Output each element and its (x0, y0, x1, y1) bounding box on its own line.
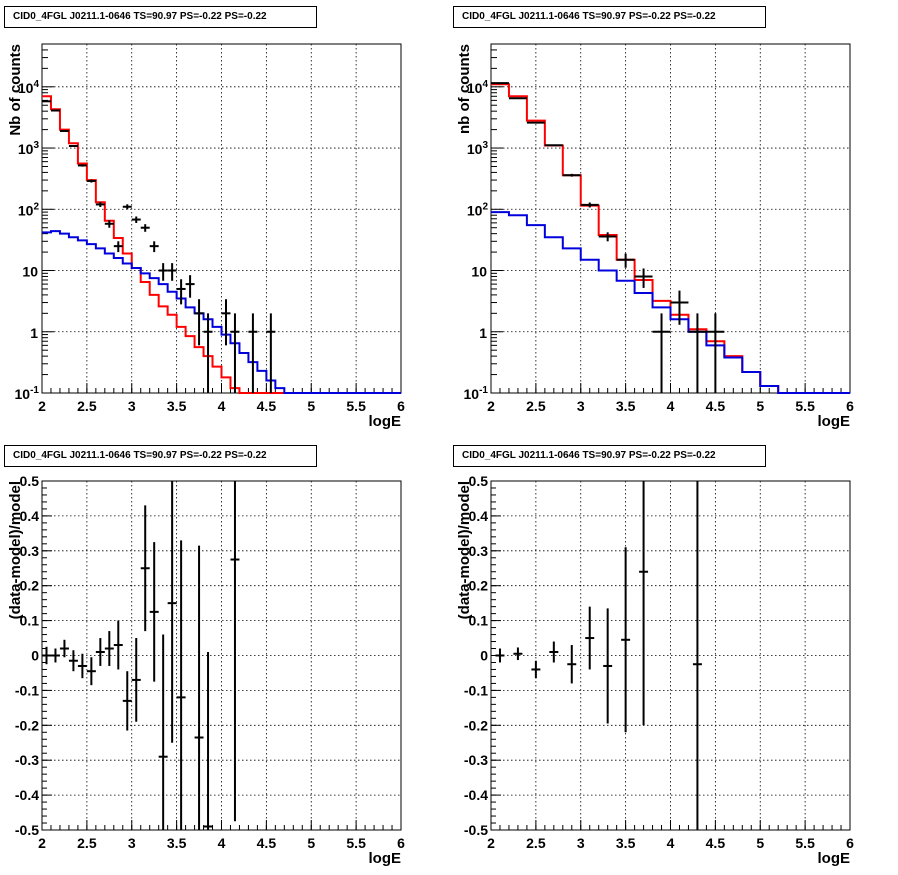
panel1-y-axis-label: Nb of counts (7, 44, 24, 136)
panel2-title: CID0_4FGL J0211.1-0646 TS=90.97 PS=-0.22… (453, 6, 766, 28)
panel3-y-tick-label: 0.2 (20, 578, 40, 594)
panel2-y-tick-label: 103 (467, 140, 489, 157)
panel4-y-tick-label: 0 (480, 648, 488, 664)
panel1-y-tick-label: 104 (18, 79, 40, 96)
panel1-title: CID0_4FGL J0211.1-0646 TS=90.97 PS=-0.22… (4, 6, 317, 28)
panel1-x-tick-label: 4.5 (257, 398, 277, 414)
panel3-x-axis-label: logE (369, 850, 402, 867)
panel1-y-tick-label: 102 (18, 201, 40, 218)
panel1-x-tick-label: 3.5 (167, 398, 187, 414)
panel1-x-tick-label: 5 (307, 398, 315, 414)
panel2-x-tick-label: 4.5 (706, 398, 726, 414)
panel4-title: CID0_4FGL J0211.1-0646 TS=90.97 PS=-0.22… (453, 445, 766, 467)
panel1-x-tick-label: 2 (38, 398, 46, 414)
panel4-x-tick-label: 5.5 (795, 835, 815, 851)
panel4-plot-frame (490, 480, 851, 831)
panel4-y-tick-label: -0.5 (464, 822, 488, 838)
panel4-y-tick-label: 0.5 (469, 473, 489, 489)
panel3-x-tick-label: 5 (307, 835, 315, 851)
panel3-y-axis-label: (data-model)/model (7, 481, 24, 619)
panel1-x-tick-label: 4 (218, 398, 226, 414)
panel3-y-tick-label: 0.4 (20, 508, 40, 524)
panel4-y-tick-label: 0.3 (469, 543, 489, 559)
panel2-plot-frame (490, 43, 851, 394)
panel2-y-tick-label: 1 (479, 325, 487, 341)
panel1-y-tick-label: 1 (30, 325, 38, 341)
panel2-y-tick-label: 10 (471, 264, 487, 280)
panel3-title: CID0_4FGL J0211.1-0646 TS=90.97 PS=-0.22… (4, 445, 317, 467)
panel1-y-tick-label: 103 (18, 140, 40, 157)
panel1-x-tick-label: 5.5 (346, 398, 366, 414)
panel1-x-tick-label: 6 (397, 398, 405, 414)
panel2-y-axis-label: nb of counts (456, 44, 473, 134)
panel3-x-tick-label: 4.5 (257, 835, 277, 851)
panel4-x-tick-label: 4 (667, 835, 675, 851)
panel2-x-tick-label: 3.5 (616, 398, 636, 414)
panel3-x-tick-label: 5.5 (346, 835, 366, 851)
panel4-y-tick-label: -0.3 (464, 752, 488, 768)
panel1-series-2-line (42, 230, 401, 394)
panel4-y-tick-label: 0.2 (469, 578, 489, 594)
panel3-y-tick-label: -0.1 (15, 682, 39, 698)
panel4-x-tick-label: 3.5 (616, 835, 636, 851)
panel4-y-tick-label: 0.1 (469, 613, 489, 629)
panel1-x-tick-label: 3 (128, 398, 136, 414)
panel2-x-tick-label: 5 (756, 398, 764, 414)
panel4-x-axis-label: logE (818, 850, 851, 867)
panel2-x-tick-label: 2.5 (526, 398, 546, 414)
panel3-y-tick-label: 0 (31, 648, 39, 664)
panel1-plot-frame (41, 43, 402, 394)
panel3-x-tick-label: 2 (38, 835, 46, 851)
panel3-y-tick-label: 0.3 (20, 543, 40, 559)
panel2-x-tick-label: 5.5 (795, 398, 815, 414)
panel2-y-tick-label: 102 (467, 201, 489, 218)
panel2-x-tick-label: 3 (577, 398, 585, 414)
panel2-series-1-line (491, 83, 850, 394)
panel2-x-tick-label: 2 (487, 398, 495, 414)
panel3-y-tick-label: -0.3 (15, 752, 39, 768)
panel3-y-tick-label: 0.1 (20, 613, 40, 629)
panel3-x-tick-label: 6 (397, 835, 405, 851)
panel4-y-tick-label: -0.2 (464, 717, 488, 733)
panel3-y-tick-label: 0.5 (20, 473, 40, 489)
panel3-x-tick-label: 2.5 (77, 835, 97, 851)
panel4-y-axis-label: (data-model)/model (456, 481, 473, 619)
panel4-x-tick-label: 6 (846, 835, 854, 851)
panel1-y-tick-label: 10 (22, 264, 38, 280)
panel3-y-tick-label: -0.5 (15, 822, 39, 838)
panel2-x-tick-label: 4 (667, 398, 675, 414)
panel3-x-tick-label: 3 (128, 835, 136, 851)
panel4-x-tick-label: 5 (756, 835, 764, 851)
panel1-x-tick-label: 2.5 (77, 398, 97, 414)
panel4-x-tick-label: 2 (487, 835, 495, 851)
panel4-x-tick-label: 3 (577, 835, 585, 851)
panel1-x-axis-label: logE (369, 413, 402, 430)
panel4-x-tick-label: 2.5 (526, 835, 546, 851)
panel2-series-2-line (491, 211, 850, 394)
panel4-x-tick-label: 4.5 (706, 835, 726, 851)
panel3-y-tick-label: -0.4 (15, 787, 39, 803)
panel3-x-tick-label: 3.5 (167, 835, 187, 851)
panel2-x-tick-label: 6 (846, 398, 854, 414)
panel2-y-tick-label: 104 (467, 79, 489, 96)
panel3-x-tick-label: 4 (218, 835, 226, 851)
panel1-y-tick-label: 10-1 (15, 385, 40, 402)
panel2-y-tick-label: 10-1 (464, 385, 489, 402)
panel3-y-tick-label: -0.2 (15, 717, 39, 733)
panel4-y-tick-label: 0.4 (469, 508, 489, 524)
panel4-y-tick-label: -0.4 (464, 787, 488, 803)
panel2-x-axis-label: logE (818, 413, 851, 430)
panel4-y-tick-label: -0.1 (464, 682, 488, 698)
